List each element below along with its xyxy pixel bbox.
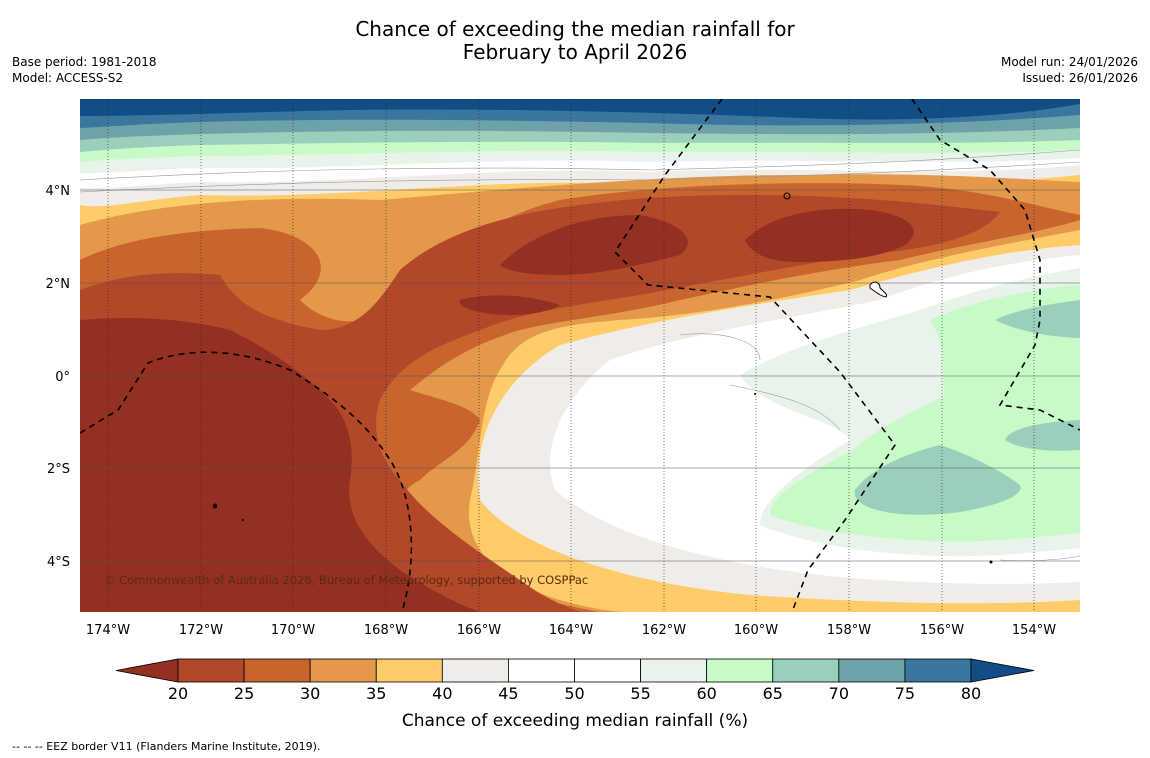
title-line-2: February to April 2026 xyxy=(462,40,688,64)
colorbar-cell xyxy=(243,658,311,683)
colorbar-tick-label: 45 xyxy=(498,684,518,703)
colorbar-ticks: 20 25 30 35 40 45 50 55 60 65 70 75 80 xyxy=(168,684,981,703)
lat-label-2s: 2°S xyxy=(47,462,70,477)
lon-labels: 174°W 172°W 170°W 168°W 166°W 164°W 162°… xyxy=(86,623,1056,638)
lon-label-166w: 166°W xyxy=(457,623,501,638)
colorbar-tick-label: 55 xyxy=(630,684,650,703)
lon-label-172w: 172°W xyxy=(179,623,223,638)
island-4 xyxy=(989,560,993,564)
colorbar-tick-label: 65 xyxy=(763,684,783,703)
contour-3 xyxy=(679,333,761,361)
colorbar-cells xyxy=(115,658,1035,683)
field-dry-20-c xyxy=(745,208,914,262)
model-run: Model run: 24/01/2026 xyxy=(1000,55,1138,69)
colorbar-cell xyxy=(706,658,774,683)
lon-label-168w: 168°W xyxy=(364,623,408,638)
lat-label-4s: 4°S xyxy=(47,555,70,570)
colorbar-tick-label: 80 xyxy=(961,684,981,703)
lat-label-0: 0° xyxy=(55,370,70,385)
map-plot-area: © Commonwealth of Australia 2026, Bureau… xyxy=(80,99,1080,612)
colorbar-tick-label: 40 xyxy=(432,684,452,703)
field-dry-20-d xyxy=(459,295,560,316)
field-southeast-70-c xyxy=(854,445,1021,515)
islands xyxy=(213,192,993,564)
copyright-text: © Commonwealth of Australia 2026, Bureau… xyxy=(104,573,588,587)
lat-label-4n: 4°N xyxy=(46,184,71,199)
lon-label-158w: 158°W xyxy=(827,623,871,638)
field-north-85 xyxy=(80,99,1080,120)
colorbar-cell xyxy=(904,658,972,683)
lon-label-164w: 164°W xyxy=(549,623,593,638)
model-name: Model: ACCESS-S2 xyxy=(12,71,124,85)
colorbar-extend-low xyxy=(115,658,179,683)
lon-label-170w: 170°W xyxy=(271,623,315,638)
colorbar-tick-label: 75 xyxy=(895,684,915,703)
colorbar-cell xyxy=(574,658,641,683)
island-kiritimati xyxy=(869,281,887,298)
eez-border-central xyxy=(613,99,896,612)
colorbar-tick-label: 20 xyxy=(168,684,188,703)
island-2 xyxy=(213,503,217,509)
colorbar-tick-label: 60 xyxy=(696,684,716,703)
colorbar-label: Chance of exceeding median rainfall (%) xyxy=(402,711,748,731)
lon-label-174w: 174°W xyxy=(86,623,130,638)
lat-labels: 4°N 2°N 0° 2°S 4°S xyxy=(46,184,71,570)
colorbar-tick-label: 25 xyxy=(234,684,254,703)
eez-legend-footer: -- -- -- EEZ border V11 (Flanders Marine… xyxy=(12,740,321,753)
lon-label-160w: 160°W xyxy=(734,623,778,638)
colorbar-cell xyxy=(177,658,245,683)
field-dry-20 xyxy=(80,318,480,612)
contour-4 xyxy=(729,384,841,431)
colorbar: 20 25 30 35 40 45 50 55 60 65 70 75 80 Chance of exc… xyxy=(115,658,1035,731)
lon-label-154w: 154°W xyxy=(1012,623,1056,638)
island-1 xyxy=(783,192,791,200)
field-dry-20-b xyxy=(500,215,688,275)
colorbar-cell xyxy=(640,658,708,683)
eez-border-east xyxy=(911,99,1080,431)
eez-border-west xyxy=(80,351,413,612)
eez-borders xyxy=(80,99,1080,612)
colorbar-tick-label: 35 xyxy=(366,684,386,703)
lat-label-2n: 2°N xyxy=(46,277,71,292)
colorbar-tick-label: 30 xyxy=(300,684,320,703)
colorbar-cell xyxy=(508,658,575,683)
colorbar-cell xyxy=(441,658,509,683)
meta-right: Model run: 24/01/2026 Issued: 26/01/2026 xyxy=(1001,54,1138,86)
field-southeast-70-b xyxy=(1005,420,1080,451)
colorbar-tick-label: 50 xyxy=(564,684,584,703)
lat-gridlines xyxy=(80,189,1080,562)
contour-5 xyxy=(999,555,1080,562)
island-3 xyxy=(242,519,244,521)
map-title: Chance of exceeding the median rainfall … xyxy=(0,18,1150,64)
colorbar-cell xyxy=(309,658,377,683)
meta-left: Base period: 1981-2018 Model: ACCESS-S2 xyxy=(12,54,157,86)
colorbar-cell xyxy=(838,658,906,683)
contour-lines xyxy=(80,149,1080,562)
contour-2 xyxy=(80,161,1080,193)
lon-label-156w: 156°W xyxy=(920,623,964,638)
colorbar-tick-label: 70 xyxy=(829,684,849,703)
colorbar-cell xyxy=(772,658,840,683)
issued-date: Issued: 26/01/2026 xyxy=(1022,71,1138,85)
title-line-1: Chance of exceeding the median rainfall … xyxy=(355,17,795,41)
base-period: Base period: 1981-2018 xyxy=(12,55,157,69)
field-southeast-70-a xyxy=(995,300,1080,338)
island-5 xyxy=(754,393,756,395)
colorbar-cell xyxy=(375,658,443,683)
colorbar-extend-high xyxy=(970,658,1035,683)
contour-1 xyxy=(80,149,1080,181)
lon-label-162w: 162°W xyxy=(642,623,686,638)
